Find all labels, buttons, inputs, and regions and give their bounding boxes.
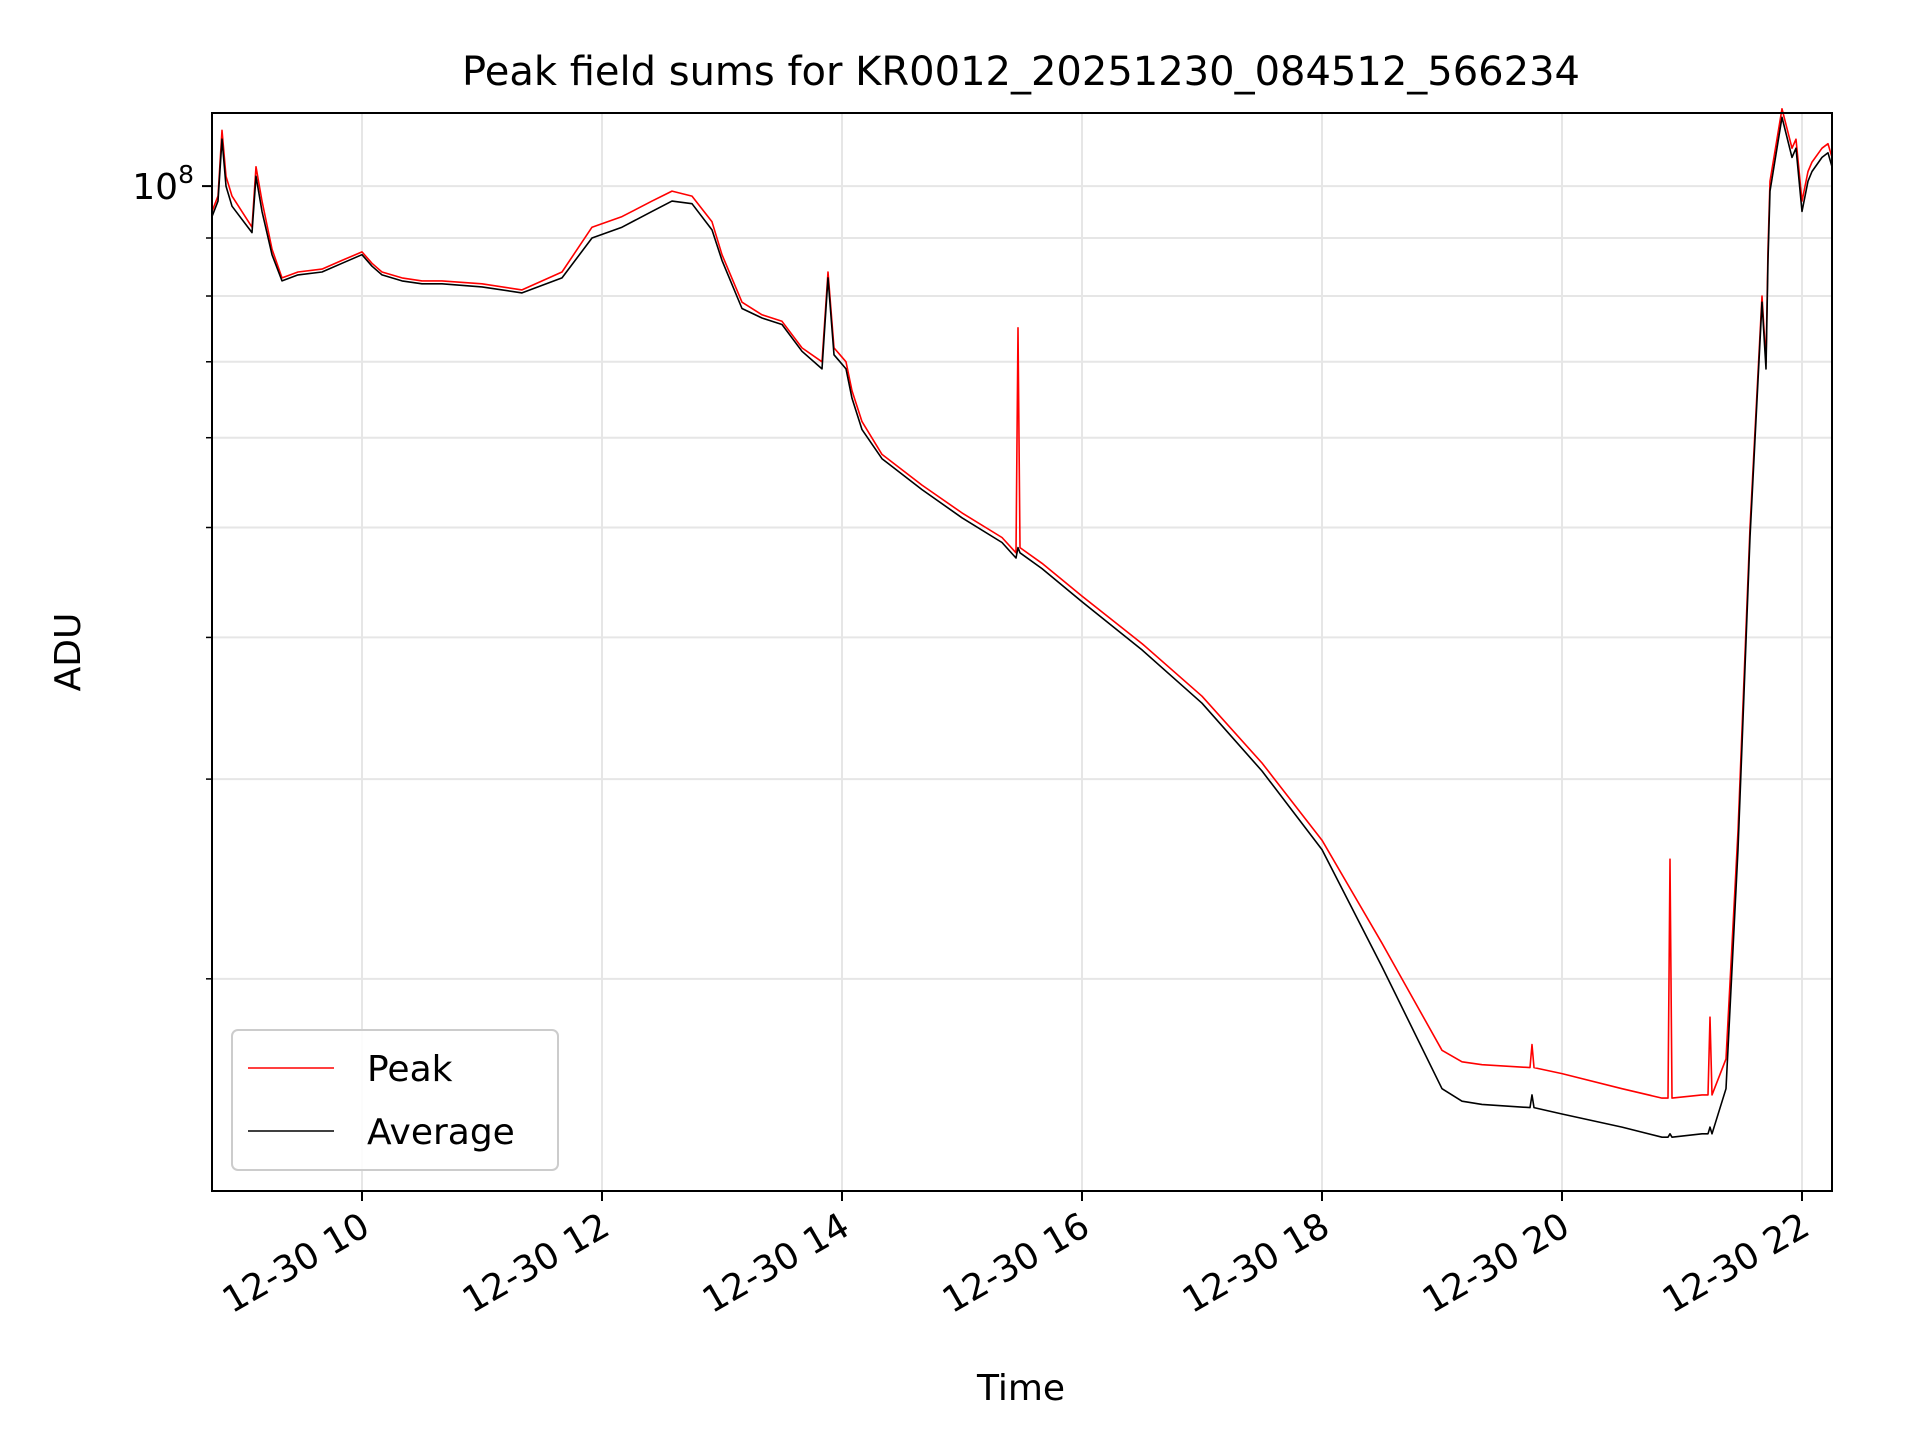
y-axis-label: ADU bbox=[48, 613, 89, 692]
plot-frame bbox=[211, 112, 1833, 1192]
legend-label-average: Average bbox=[367, 1112, 515, 1153]
legend-label-peak: Peak bbox=[367, 1049, 453, 1090]
chart-title: Peak field sums for KR0012_20251230_0845… bbox=[462, 49, 1580, 95]
x-axis-label: Time bbox=[976, 1368, 1065, 1409]
grid bbox=[212, 113, 1832, 1191]
series-line-average bbox=[211, 116, 1833, 1138]
series-line-peak bbox=[211, 108, 1833, 1099]
legend-box bbox=[231, 1029, 559, 1171]
series-layer bbox=[211, 108, 1833, 1138]
legend: Peak Average bbox=[231, 1029, 559, 1171]
y-tick-label: 108 bbox=[132, 160, 194, 208]
